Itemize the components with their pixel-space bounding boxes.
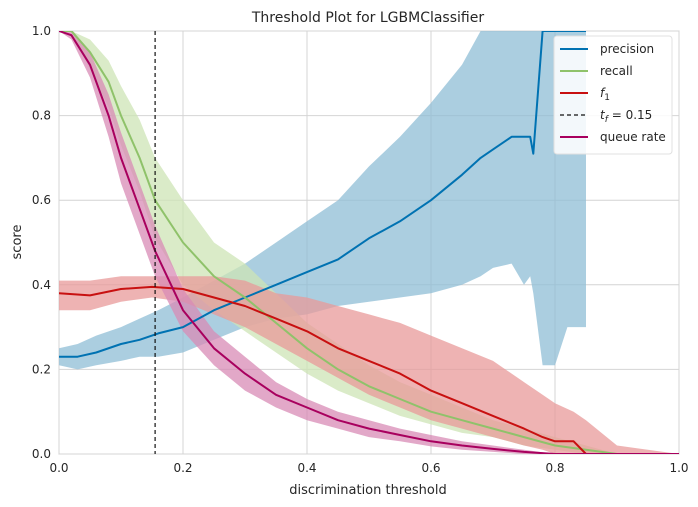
y-tick-label: 0.4 <box>32 278 51 292</box>
tick-layer: 0.0 0.2 0.4 0.6 0.8 1.0 0.0 0.2 0.4 0.6 0.8 1.0 <box>32 24 689 475</box>
y-tick-label: 0.6 <box>32 193 51 207</box>
y-tick-label: 0.2 <box>32 362 51 376</box>
legend: precision recall f1 tf = 0.15 queue rate <box>553 35 673 155</box>
recall-legend-label: recall <box>600 64 633 78</box>
x-tick-label: 1.0 <box>669 461 688 475</box>
legend-box <box>553 35 673 155</box>
y-tick-label: 1.0 <box>32 24 51 38</box>
y-axis-label: score <box>10 225 25 260</box>
precision-line <box>59 31 586 358</box>
recall-line <box>59 31 679 454</box>
f1-band <box>59 276 679 454</box>
line-layer <box>59 31 679 454</box>
f1-legend-label: f1 <box>600 86 610 103</box>
y-tick-label: 0.8 <box>32 109 51 123</box>
x-axis-label: discrimination threshold <box>289 483 446 498</box>
x-tick-label: 0.2 <box>173 461 192 475</box>
f1-line <box>59 285 679 454</box>
chart-title: Threshold Plot for LGBMClassifier <box>251 10 484 26</box>
precision-band <box>59 31 586 370</box>
queue-rate-legend-label: queue rate <box>600 130 666 144</box>
y-tick-label: 0.0 <box>32 447 51 461</box>
precision-legend-label: precision <box>600 42 654 56</box>
queue-rate-line <box>59 31 679 454</box>
x-tick-label: 0.8 <box>545 461 564 475</box>
x-tick-label: 0.6 <box>421 461 440 475</box>
x-tick-label: 0.4 <box>297 461 316 475</box>
x-tick-label: 0.0 <box>49 461 68 475</box>
threshold-legend-label: tf = 0.15 <box>600 108 652 125</box>
